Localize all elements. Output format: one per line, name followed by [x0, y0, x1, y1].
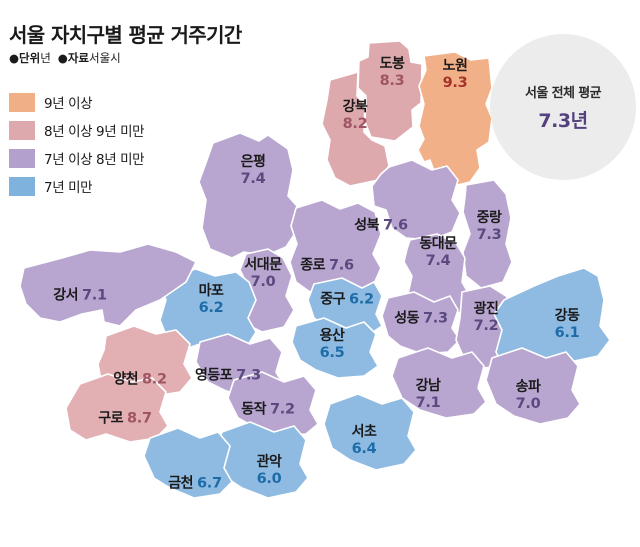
seoul-average-bubble: 서울 전체 평균 7.3년: [490, 34, 636, 180]
legend-label-blue: 7년 미만: [44, 180, 93, 196]
legend-label-pink: 8년 이상 9년 미만: [44, 124, 145, 140]
district-region-dongjak[interactable]: [227, 371, 319, 437]
legend-item-blue: 7년 미만: [9, 175, 144, 197]
legend-swatch-pink: [9, 120, 35, 140]
district-region-seocho[interactable]: [323, 393, 417, 471]
unit-value: 년: [40, 51, 51, 65]
seoul-average-value: 7.3년: [538, 109, 588, 132]
district-region-songpa[interactable]: [485, 347, 581, 425]
district-region-guro[interactable]: [65, 373, 169, 443]
page-title: 서울 자치구별 평균 거주기간: [9, 23, 242, 47]
legend-swatch-purple: [9, 148, 35, 168]
district-region-seongdong[interactable]: [381, 291, 461, 355]
district-region-seongbuk[interactable]: [371, 159, 461, 241]
district-region-nowon[interactable]: [417, 51, 493, 188]
source-value: 서울시: [89, 51, 121, 65]
source-key: ●자료: [57, 51, 89, 65]
header: 서울 자치구별 평균 거주기간 ●단위년 ●자료서울시: [9, 24, 242, 66]
district-region-eunpyeong[interactable]: [198, 132, 298, 259]
map-regions-layer: [19, 40, 611, 499]
legend-swatch-blue: [9, 176, 35, 196]
district-region-yongsan[interactable]: [291, 317, 379, 379]
district-region-dobong[interactable]: [357, 40, 423, 142]
district-region-jungnang[interactable]: [462, 179, 513, 289]
district-region-jongno[interactable]: [289, 199, 382, 293]
legend-label-purple: 7년 이상 8년 미만: [44, 152, 145, 168]
legend-label-orange: 9년 이상: [44, 96, 93, 112]
district-region-gangseo[interactable]: [19, 243, 197, 327]
district-region-gwanak[interactable]: [215, 421, 309, 499]
legend: 9년 이상 8년 이상 9년 미만 7년 이상 8년 미만 7년 미만: [9, 91, 145, 203]
legend-swatch-orange: [9, 92, 35, 112]
district-region-geumcheon[interactable]: [143, 427, 233, 499]
meta-line: ●단위년 ●자료서울시: [9, 51, 242, 66]
legend-item-orange: 9년 이상: [9, 91, 144, 113]
legend-item-purple: 7년 이상 8년 미만: [9, 147, 145, 169]
seoul-average-label: 서울 전체 평균: [524, 85, 602, 101]
unit-key: ●단위: [9, 51, 41, 65]
legend-item-pink: 8년 이상 9년 미만: [9, 119, 145, 141]
